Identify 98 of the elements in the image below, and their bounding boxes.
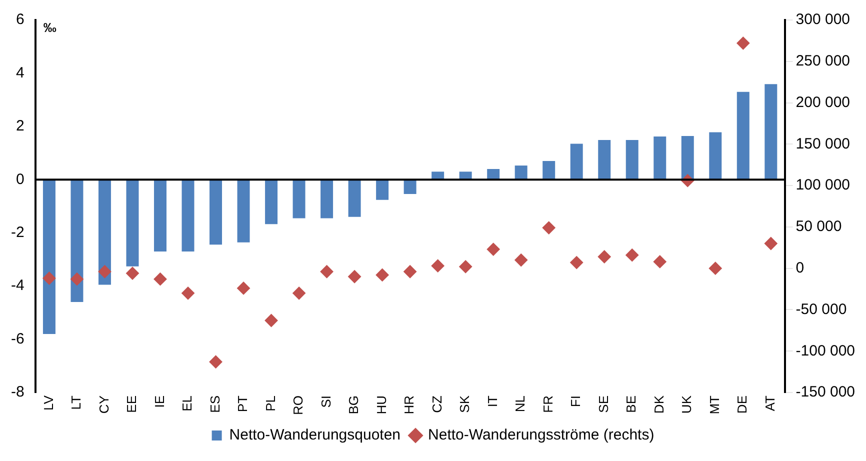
- point: [653, 255, 666, 268]
- x-tick-label: AT: [762, 395, 778, 412]
- x-tick-label: CY: [96, 395, 112, 414]
- point: [292, 286, 306, 300]
- point: [708, 262, 722, 275]
- x-tick-label: MT: [706, 395, 722, 414]
- bar: [348, 180, 361, 217]
- bar: [514, 166, 528, 180]
- bar: [404, 180, 416, 194]
- y2-tick-label: -150 000: [796, 384, 855, 401]
- bar: [376, 180, 389, 200]
- bar: [182, 180, 194, 252]
- bar: [292, 180, 306, 218]
- legend-label: Netto-Wanderungsquoten: [229, 426, 401, 444]
- x-tick-label: LT: [68, 395, 84, 410]
- bar: [626, 140, 638, 180]
- x-tick-label: FR: [540, 396, 556, 413]
- point: [570, 256, 584, 270]
- x-tick-label: DE: [734, 395, 750, 414]
- x-tick-label: LV: [40, 395, 56, 410]
- legend-label: Netto-Wanderungsströme (rechts): [428, 426, 654, 444]
- y2-tick-label: 0: [796, 259, 804, 276]
- x-tick-label: PL: [262, 396, 278, 412]
- y-tick-label: 0: [16, 170, 24, 188]
- bar: [237, 180, 250, 242]
- point: [70, 272, 84, 286]
- x-tick-label: BE: [624, 395, 639, 413]
- bar: [265, 180, 278, 224]
- bar: [154, 180, 166, 252]
- y-axis-title: ‰: [43, 20, 56, 36]
- y2-tick-label: 200 000: [796, 94, 850, 111]
- point: [98, 265, 112, 278]
- bar: [570, 144, 583, 180]
- point: [126, 266, 139, 280]
- bar: [654, 136, 666, 180]
- point: [264, 314, 278, 327]
- point: [209, 355, 222, 368]
- x-tick-label: FI: [568, 396, 584, 408]
- point: [431, 259, 444, 272]
- point: [486, 242, 500, 256]
- point: [514, 254, 528, 267]
- x-tick-label: NL: [512, 396, 528, 412]
- y-tick-label: -6: [10, 330, 24, 348]
- y-tick-label: -4: [10, 277, 24, 294]
- x-tick-label: SI: [318, 396, 334, 408]
- y-tick-label: 6: [16, 11, 24, 28]
- bar: [126, 180, 139, 266]
- x-tick-label: DK: [651, 395, 666, 414]
- y2-tick-label: 50 000: [796, 218, 842, 236]
- y2-tick-label: -50 000: [796, 300, 847, 318]
- x-tick-label: SE: [596, 395, 611, 413]
- y2-tick-label: 250 000: [796, 52, 850, 70]
- point: [736, 36, 750, 50]
- y2-tick-label: -100 000: [796, 342, 855, 360]
- bar: [681, 136, 694, 180]
- y2-tick-label: 100 000: [796, 176, 850, 194]
- x-tick-label: PT: [235, 395, 250, 412]
- x-tick-label: SK: [457, 395, 472, 413]
- bar: [736, 92, 750, 180]
- point: [459, 260, 472, 274]
- y-tick-label: 4: [16, 64, 24, 82]
- bar: [98, 180, 111, 285]
- x-tick-label: CZ: [429, 395, 444, 413]
- x-tick-label: BG: [346, 396, 362, 414]
- y-tick-label: 2: [16, 118, 24, 135]
- bar: [320, 180, 334, 218]
- point: [154, 272, 167, 286]
- point: [182, 286, 195, 300]
- bar: [42, 180, 56, 334]
- point: [542, 221, 556, 234]
- point: [764, 237, 778, 250]
- y-tick-label: -8: [10, 384, 24, 401]
- point: [626, 248, 639, 262]
- x-tick-label: IT: [484, 395, 500, 408]
- bar: [764, 84, 778, 180]
- y2-tick-label: 150 000: [796, 135, 850, 152]
- x-tick-label: RO: [290, 396, 306, 415]
- point: [598, 250, 611, 264]
- bar: [709, 132, 722, 180]
- bar: [542, 161, 556, 180]
- point: [376, 268, 389, 282]
- point: [237, 282, 250, 295]
- bar: [598, 140, 611, 180]
- point: [42, 272, 56, 285]
- x-tick-label: EL: [180, 396, 195, 412]
- bar: [70, 180, 84, 302]
- x-tick-label: IE: [152, 395, 167, 408]
- y-tick-label: -2: [10, 224, 24, 241]
- x-tick-label: ES: [207, 395, 222, 413]
- point: [404, 265, 417, 278]
- x-tick-label: HU: [374, 396, 389, 414]
- x-tick-label: HR: [402, 396, 417, 414]
- point: [320, 265, 334, 278]
- x-tick-label: EE: [124, 395, 140, 413]
- x-tick-label: UK: [679, 395, 694, 414]
- bar: [210, 180, 222, 245]
- y2-tick-label: 300 000: [796, 11, 850, 28]
- point: [348, 270, 362, 284]
